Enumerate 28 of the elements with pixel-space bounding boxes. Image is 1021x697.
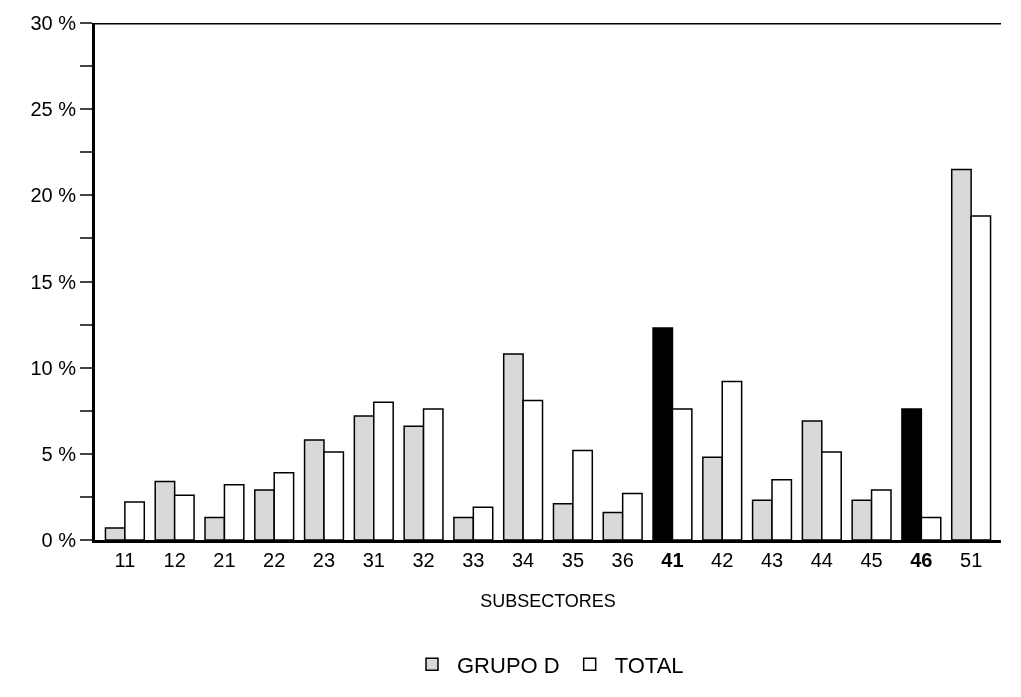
legend-label: TOTAL bbox=[614, 652, 684, 678]
x-tick-label: 36 bbox=[611, 549, 634, 571]
x-tick-label: 23 bbox=[312, 549, 336, 571]
x-tick-label: 43 bbox=[760, 549, 784, 571]
y-tick-label: 10 % bbox=[30, 356, 77, 379]
x-tick-label: 51 bbox=[960, 549, 983, 571]
x-tick-label: 11 bbox=[114, 549, 136, 571]
x-tick-label: 34 bbox=[511, 549, 535, 571]
y-tick-label: 20 % bbox=[30, 184, 77, 207]
x-tick-label: 31 bbox=[362, 549, 385, 571]
y-tick-label: 0 % bbox=[41, 529, 77, 551]
x-tick-label: 45 bbox=[860, 549, 883, 571]
y-tick-label: 25 % bbox=[30, 98, 77, 121]
x-tick-label: 42 bbox=[711, 549, 734, 571]
x-tick-label: 12 bbox=[163, 549, 186, 571]
x-tick-label: 35 bbox=[561, 549, 585, 571]
x-tick-label: 44 bbox=[810, 549, 833, 571]
x-tick-label: 32 bbox=[412, 549, 435, 571]
y-tick-label: 15 % bbox=[30, 270, 77, 293]
x-tick-label: 21 bbox=[213, 549, 236, 571]
x-tick-label: 22 bbox=[263, 549, 286, 571]
x-tick-label: 41 bbox=[661, 549, 684, 571]
y-tick-label: 5 % bbox=[41, 442, 77, 465]
x-tick-label: 33 bbox=[462, 549, 485, 571]
y-tick-label: 30 % bbox=[30, 12, 77, 34]
x-axis-title: SUBSECTORES bbox=[480, 591, 616, 612]
x-tick-label: 46 bbox=[910, 549, 933, 571]
legend-label: GRUPO D bbox=[457, 652, 560, 678]
